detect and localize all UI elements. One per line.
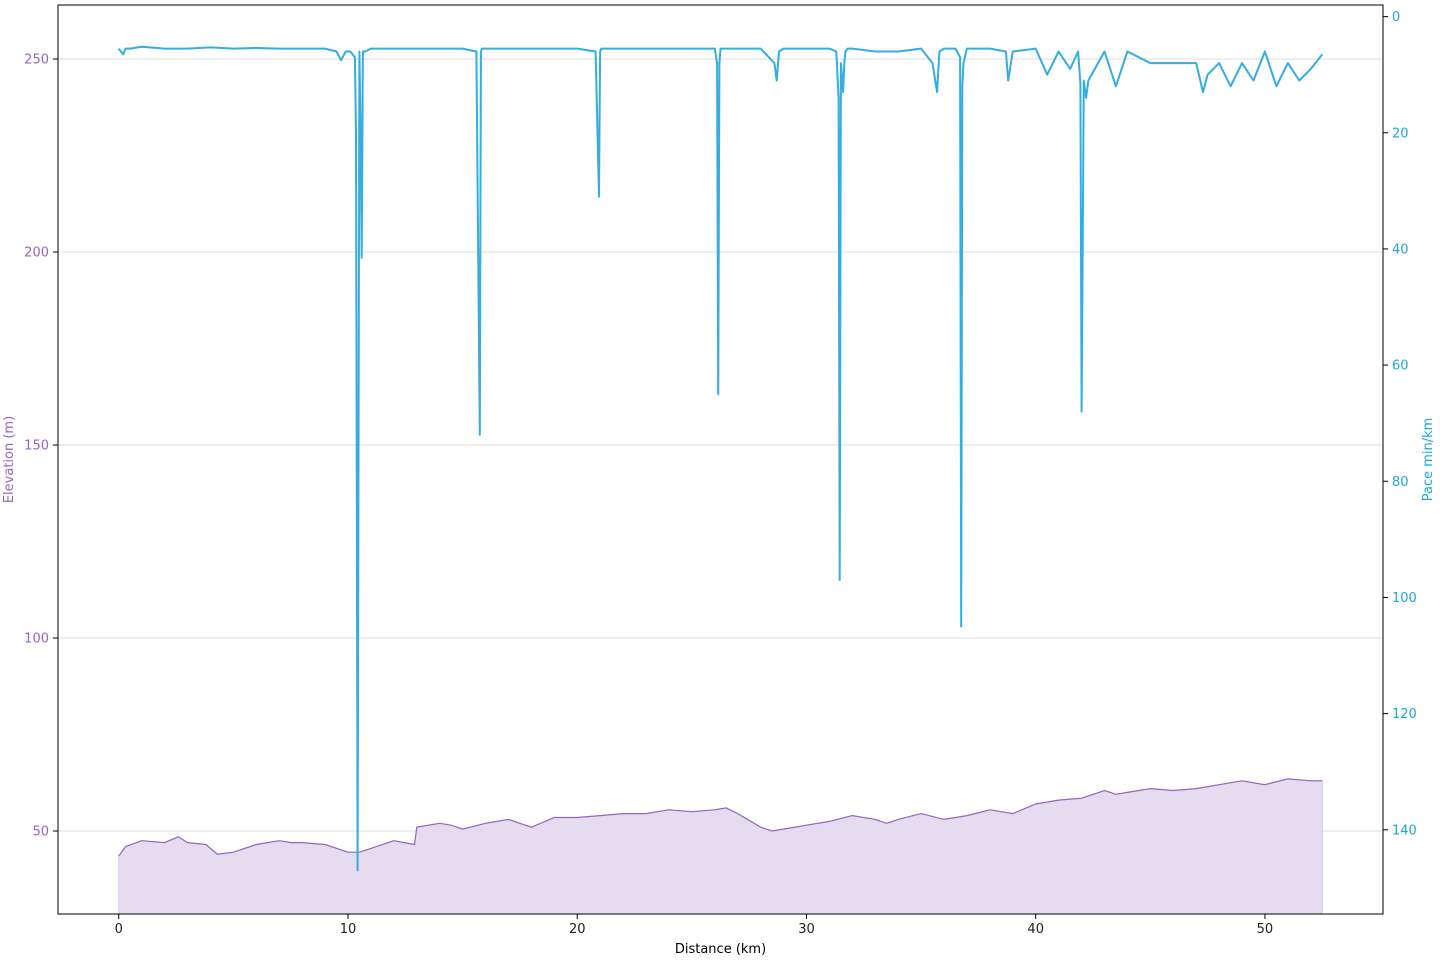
left-tick-label: 150 xyxy=(24,439,49,454)
left-tick-label: 50 xyxy=(32,825,49,840)
x-tick-label: 40 xyxy=(1027,922,1044,937)
right-tick-label: 140 xyxy=(1392,823,1417,838)
elevation-layer xyxy=(118,778,1323,915)
x-tick-label: 30 xyxy=(798,922,815,937)
left-axis-ticks: 50 100 150 200 250 xyxy=(24,53,58,840)
pace-line xyxy=(117,45,1324,872)
x-tick-label: 50 xyxy=(1257,922,1274,937)
left-tick-label: 250 xyxy=(24,53,49,68)
right-tick-label: 40 xyxy=(1392,242,1409,257)
elevation-line xyxy=(118,778,1323,857)
right-tick-label: 120 xyxy=(1392,707,1417,722)
right-axis-ticks: 0 20 40 60 80 100 120 140 xyxy=(1383,10,1417,838)
right-tick-label: 20 xyxy=(1392,126,1409,141)
left-tick-label: 200 xyxy=(24,246,49,261)
x-tick-label: 0 xyxy=(115,922,123,937)
right-tick-label: 100 xyxy=(1392,591,1417,606)
left-tick-label: 100 xyxy=(24,632,49,647)
x-axis-label: Distance (km) xyxy=(675,942,766,957)
right-axis-label: Pace min/km xyxy=(1421,418,1436,502)
left-axis-label: Elevation (m) xyxy=(2,416,17,503)
right-tick-label: 0 xyxy=(1392,10,1400,25)
right-tick-label: 80 xyxy=(1392,475,1409,490)
x-tick-label: 20 xyxy=(569,922,586,937)
right-tick-label: 60 xyxy=(1392,359,1409,374)
plot-frame xyxy=(57,4,1384,915)
x-axis-ticks: 0 10 20 30 40 50 xyxy=(115,914,1274,937)
x-tick-label: 10 xyxy=(340,922,357,937)
